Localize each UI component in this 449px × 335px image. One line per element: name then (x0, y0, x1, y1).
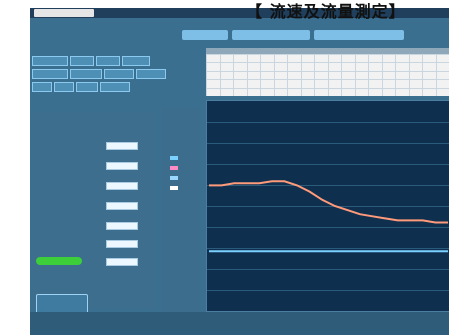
legend-swatch-3 (170, 176, 178, 180)
legend-swatch-4 (170, 186, 178, 190)
button-7[interactable] (104, 69, 134, 79)
button-6[interactable] (70, 69, 102, 79)
button-12[interactable] (100, 82, 130, 92)
tab-1[interactable] (182, 30, 228, 40)
legend-panel (162, 108, 200, 314)
field-input-1[interactable] (106, 142, 138, 150)
tab-bar (180, 30, 449, 42)
tab-3[interactable] (314, 30, 404, 40)
series-line-2 (209, 180, 448, 224)
table-grid (206, 54, 449, 97)
app-logo (32, 30, 167, 44)
button-10[interactable] (54, 82, 74, 92)
status-bar (30, 312, 449, 335)
trend-graph (206, 100, 449, 312)
button-8[interactable] (136, 69, 166, 79)
field-input-3[interactable] (106, 182, 138, 190)
legend-swatch-2 (170, 166, 178, 170)
field-input-5[interactable] (106, 222, 138, 230)
title-bar (30, 8, 449, 18)
table-header (206, 48, 449, 54)
settings-panel (32, 112, 156, 308)
field-input-6[interactable] (106, 240, 138, 248)
app-window (30, 8, 449, 335)
page-heading: 【 流速及流量測定】 (246, 2, 406, 21)
button-5[interactable] (32, 69, 68, 79)
field-input-7[interactable] (106, 258, 138, 266)
button-9[interactable] (32, 82, 52, 92)
field-input-2[interactable] (106, 162, 138, 170)
button-3[interactable] (96, 56, 120, 66)
field-input-4[interactable] (106, 202, 138, 210)
data-table (206, 54, 449, 97)
trend-graph-svg (207, 122, 449, 291)
tab-2[interactable] (232, 30, 310, 40)
button-11[interactable] (76, 82, 98, 92)
status-indicator (36, 257, 82, 265)
legend-swatch-1 (170, 156, 178, 160)
window-title (34, 9, 94, 17)
button-4[interactable] (122, 56, 150, 66)
button-1[interactable] (32, 56, 68, 66)
button-2[interactable] (70, 56, 94, 66)
